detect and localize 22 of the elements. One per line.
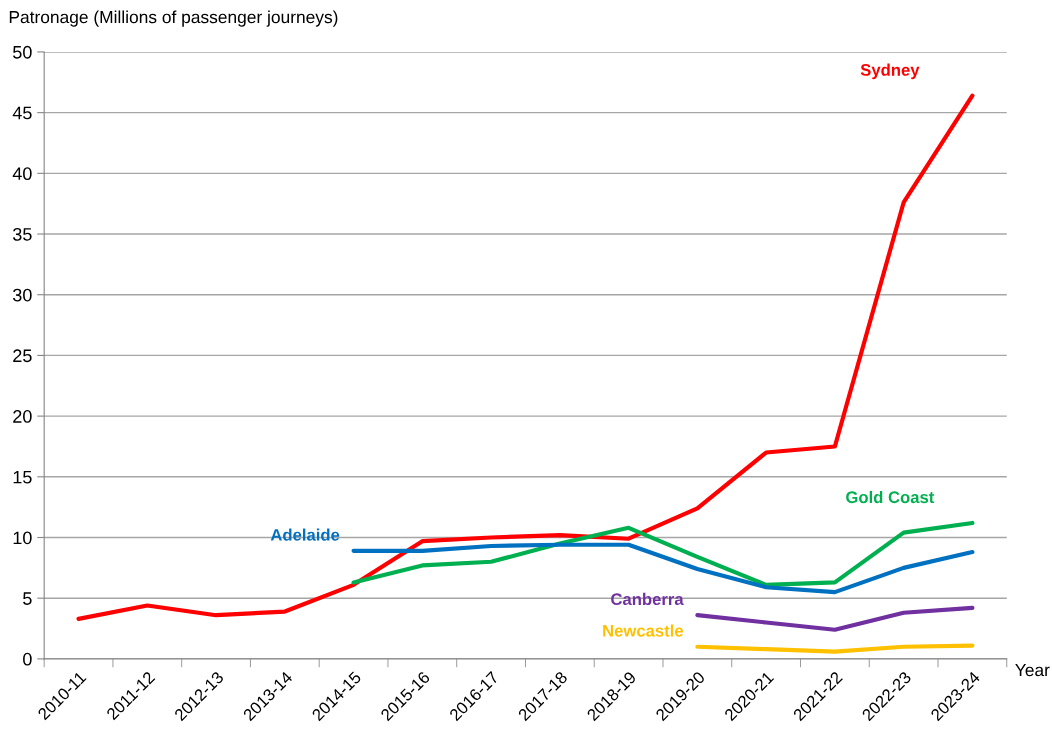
series-label: Canberra: [611, 592, 684, 606]
line-series: [695, 605, 975, 632]
y-tick-label: 40: [12, 167, 32, 181]
y-tick-label: 20: [13, 410, 32, 423]
y-tick-label: 50: [13, 45, 32, 59]
line-series: [76, 93, 975, 621]
series-label: Gold Coast: [846, 490, 935, 504]
y-tick-label: 10: [13, 531, 32, 545]
y-axis-title: Patronage (Millions of passenger journeys): [9, 10, 338, 27]
y-tick-label: 0: [23, 652, 32, 666]
y-tick-label: 5: [23, 592, 32, 605]
line-series: [695, 643, 975, 654]
text: Sydney: [860, 63, 920, 80]
x-axis-title: Year: [1015, 664, 1050, 677]
y-tick-label: 30: [12, 288, 32, 302]
line-series: [351, 520, 975, 587]
y-tick-label: 45: [12, 106, 32, 120]
y-tick-label: 15: [13, 470, 32, 484]
y-tick-label: 35: [12, 227, 32, 241]
series-label: Adelaide: [270, 528, 340, 541]
y-tick-label: 25: [13, 349, 32, 363]
series-label: Newcastle: [603, 624, 684, 637]
